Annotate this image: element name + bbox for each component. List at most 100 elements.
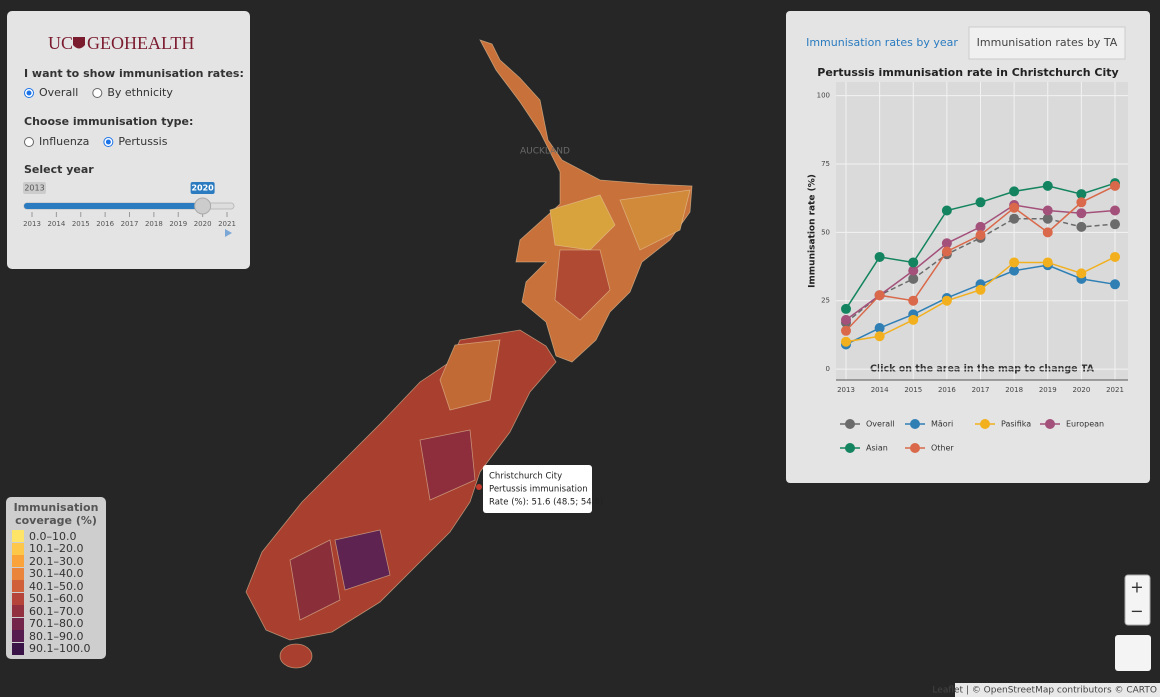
data-point — [1076, 197, 1087, 208]
legend-label: Asian — [866, 444, 888, 453]
region — [289, 539, 341, 621]
data-point — [908, 257, 919, 268]
radio-button[interactable] — [92, 88, 103, 98]
data-point — [874, 290, 885, 301]
slider-tick-label: 2015 — [72, 220, 90, 228]
legend-marker — [910, 443, 920, 453]
data-point — [941, 246, 952, 257]
data-point — [1009, 265, 1020, 276]
data-point — [1042, 227, 1053, 238]
data-point — [1042, 213, 1053, 224]
slider-tick-label: 2021 — [218, 220, 236, 228]
legend-title: Immunisation coverage (%) — [13, 501, 99, 527]
legend-label: 40.1–50.0 — [29, 579, 84, 593]
region — [439, 339, 501, 411]
legend-marker — [845, 419, 855, 429]
legend-marker — [1045, 419, 1055, 429]
legend-swatch — [12, 592, 24, 605]
data-point — [874, 323, 885, 334]
logo-shield — [73, 37, 85, 49]
legend-swatch — [12, 580, 24, 593]
tooltip-rate: Rate (%): 51.6 (48.5; 54.6) — [489, 498, 603, 508]
zoom-out[interactable]: − — [1130, 602, 1143, 621]
data-point — [1076, 189, 1087, 200]
data-point — [908, 295, 919, 306]
control-label: Choose immunisation type: — [24, 115, 193, 128]
region — [554, 249, 611, 321]
slider-tick-label: 2019 — [169, 220, 187, 228]
radio-dot — [26, 90, 32, 96]
data-point — [1009, 257, 1020, 268]
legend-swatch — [12, 555, 24, 568]
stewart-island — [279, 643, 313, 669]
tab-active-bg — [968, 26, 1126, 60]
legend-label: Overall — [866, 420, 895, 429]
x-tick-label: 2015 — [904, 386, 922, 394]
radio-button[interactable] — [24, 137, 34, 147]
tooltip-subtitle: Pertussis immunisation — [489, 485, 588, 495]
legend-swatch — [12, 642, 24, 655]
data-point — [841, 325, 851, 336]
play-button[interactable] — [225, 229, 232, 237]
y-tick-label: 50 — [821, 228, 830, 236]
legend-item: 0.0–10.0 — [12, 530, 100, 543]
tooltip-anchor — [476, 484, 482, 490]
slider-handle[interactable] — [194, 197, 212, 215]
tab[interactable]: Immunisation rates by year — [806, 36, 958, 49]
legend-swatch — [12, 605, 24, 618]
data-point — [841, 314, 851, 325]
data-point — [975, 230, 986, 241]
legend-label: 50.1–60.0 — [29, 592, 84, 606]
y-tick-label: 25 — [821, 297, 830, 305]
radio-label: Pertussis — [118, 135, 167, 148]
y-axis-label: Immunisation rate (%) — [808, 174, 818, 288]
slider-tick-label: 2013 — [23, 220, 41, 228]
region — [419, 429, 476, 501]
control-label: I want to show immunisation rates: — [24, 67, 244, 80]
legend-marker — [980, 419, 990, 429]
y-tick-label: 0 — [826, 365, 830, 373]
legend-label: 0.0–10.0 — [29, 529, 77, 543]
legend-label: 60.1–70.0 — [29, 604, 84, 618]
attribution-box — [955, 683, 1160, 697]
slider-tick-label: 2017 — [121, 220, 139, 228]
legend-marker — [845, 443, 855, 453]
region — [334, 529, 391, 591]
radio-label: Overall — [39, 86, 78, 99]
layers-button[interactable] — [1115, 635, 1151, 671]
data-point — [1110, 180, 1120, 191]
data-point — [874, 251, 885, 262]
data-point — [1009, 186, 1020, 197]
legend-marker — [910, 419, 920, 429]
tooltip-title: Christchurch City — [489, 472, 562, 482]
legend-label: 20.1–30.0 — [29, 554, 84, 568]
slider-tick-label: 2016 — [96, 220, 114, 228]
legend-label: 30.1–40.0 — [29, 567, 84, 581]
attribution: Leaflet | © OpenStreetMap contributors ©… — [932, 686, 1157, 696]
x-tick-label: 2019 — [1039, 386, 1057, 394]
slider-min-box — [23, 182, 46, 194]
x-tick-label: 2016 — [938, 386, 956, 394]
legend-swatch — [12, 542, 24, 555]
legend-label: 90.1–100.0 — [29, 642, 91, 656]
legend-swatch — [12, 530, 24, 543]
region — [619, 189, 691, 251]
zoom-in[interactable]: + — [1130, 578, 1143, 597]
radio-label: Influenza — [39, 135, 89, 148]
tab[interactable]: Immunisation rates by TA — [968, 26, 1126, 60]
map-regions — [245, 39, 693, 669]
data-point — [975, 284, 986, 295]
slider-tick-label: 2020 — [194, 220, 212, 228]
data-point — [941, 205, 952, 216]
map-legend: Immunisation coverage (%) 0.0–10.0 10.1–2… — [6, 497, 106, 659]
legend-label: Other — [931, 444, 954, 453]
data-point — [941, 295, 952, 306]
region — [549, 194, 616, 251]
data-point — [908, 265, 919, 276]
data-point — [1042, 180, 1053, 191]
zoom-control — [1124, 574, 1151, 626]
data-point — [908, 273, 919, 284]
legend-label: 70.1–80.0 — [29, 617, 84, 631]
legend-item: 10.1–20.0 — [12, 542, 100, 555]
